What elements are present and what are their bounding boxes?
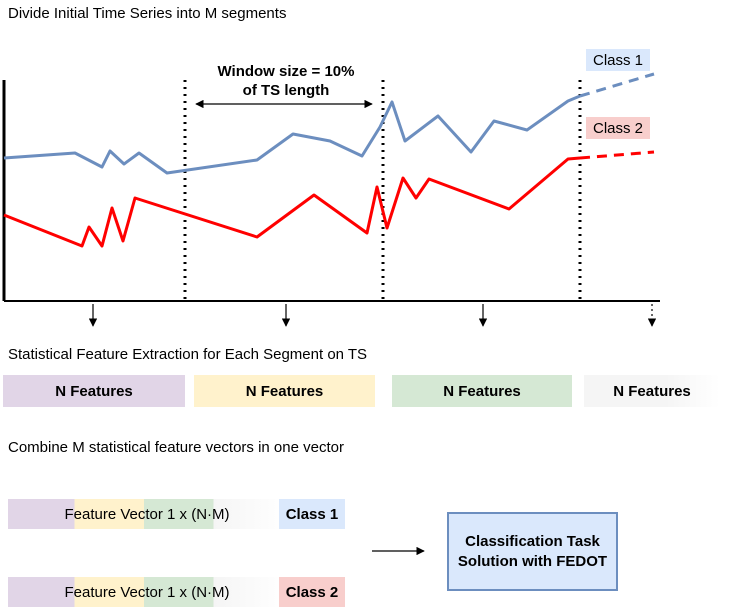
feature-vector-class-1: Feature Vector 1 x (N·M) — [8, 499, 286, 529]
class-1-tag: Class 1 — [586, 49, 650, 71]
feature-segment-3: N Features — [392, 375, 572, 407]
class-2-series — [3, 156, 581, 248]
heading-divide: Divide Initial Time Series into M segmen… — [8, 5, 287, 22]
task-line1: Classification Task — [465, 532, 600, 550]
feature-segment-4: N Features — [584, 375, 720, 407]
task-line2: Solution with FEDOT — [457, 552, 608, 570]
class-2-forecast — [579, 150, 655, 160]
feature-vector-class-2: Feature Vector 1 x (N·M) — [8, 577, 286, 607]
feature-segment-2: N Features — [194, 375, 375, 407]
window-size-line2: of TS length — [242, 82, 330, 99]
window-size-label: Window size = 10% of TS length — [196, 62, 376, 100]
window-size-line1: Window size = 10% — [217, 63, 355, 80]
vector-class-1-label: Class 1 — [279, 499, 345, 529]
heading-combine: Combine M statistical feature vectors in… — [8, 439, 344, 456]
classification-task-box: Classification Task Solution with FEDOT — [447, 512, 618, 591]
class-1-series — [3, 94, 581, 175]
class-2-tag: Class 2 — [586, 117, 650, 139]
class-1-forecast — [579, 72, 655, 98]
heading-extraction: Statistical Feature Extraction for Each … — [8, 346, 368, 363]
feature-segment-1: N Features — [3, 375, 185, 407]
vector-class-2-label: Class 2 — [279, 577, 345, 607]
